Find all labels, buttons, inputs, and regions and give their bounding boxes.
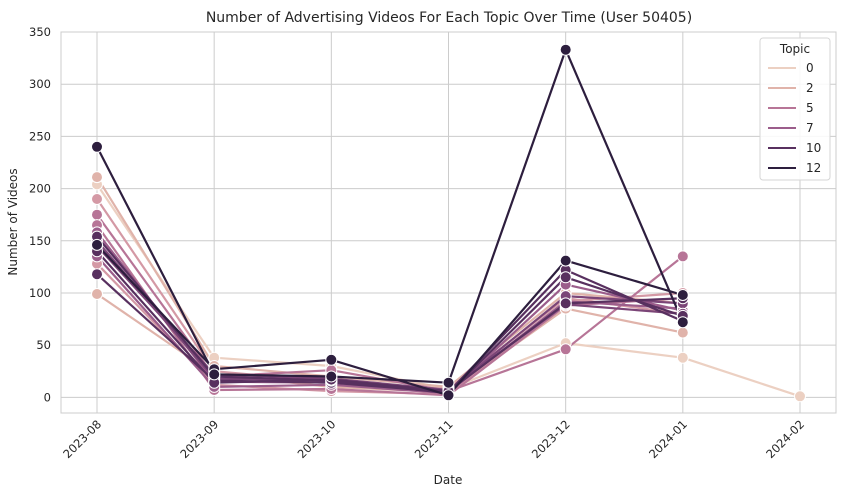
data-point [208,368,221,381]
data-point [325,353,338,366]
x-tick-label: 2023-08 [60,417,104,461]
legend-entry: 7 [806,121,814,135]
data-point [91,208,103,221]
y-tick-label: 0 [44,390,51,404]
y-axis-label: Number of Videos [6,168,20,275]
legend-title: Topic [779,42,810,56]
data-point [91,238,103,251]
data-point [91,268,103,281]
y-tick-label: 300 [29,77,51,91]
data-point [559,254,572,267]
y-tick-label: 100 [29,286,51,300]
x-tick-label: 2023-12 [529,417,573,461]
x-tick-label: 2024-01 [646,417,690,461]
data-point [676,351,689,364]
data-point [676,316,689,329]
y-tick-label: 50 [36,338,51,352]
data-point [676,250,689,263]
y-tick-label: 250 [29,129,51,143]
data-point [442,389,455,402]
data-point [91,171,103,184]
data-point [91,140,103,153]
data-point [676,326,689,339]
x-tick-label: 2023-10 [295,417,339,461]
data-point [559,297,572,310]
data-point [794,390,806,403]
legend-entry: 10 [806,141,821,155]
series-line-15 [95,48,684,384]
data-point [559,271,572,284]
y-tick-label: 150 [29,234,51,248]
legend-entry: 0 [806,61,814,75]
legend: Topic 0 2 5 7 10 12 [759,37,831,181]
series-line-14 [95,243,684,397]
data-point [676,289,689,301]
series-line-13 [95,250,684,393]
legend-entry: 2 [806,81,814,95]
chart-title: Number of Advertising Videos For Each To… [206,10,692,26]
y-tick-label: 350 [29,25,51,39]
data-point [91,193,103,205]
data-point [559,43,572,56]
y-tick-label: 200 [29,182,51,196]
data-point [91,288,103,300]
series-line-8 [95,255,684,395]
legend-entry: 5 [806,101,814,115]
data-point [442,376,455,389]
legend-entry: 12 [806,161,821,175]
data-point [325,370,338,383]
x-axis-label: Date [434,473,463,487]
series-line-12 [95,235,684,395]
data-point [559,343,572,356]
x-tick-label: 2024-02 [763,417,807,461]
x-tick-label: 2023-11 [412,417,456,461]
x-tick-label: 2023-09 [177,417,221,461]
